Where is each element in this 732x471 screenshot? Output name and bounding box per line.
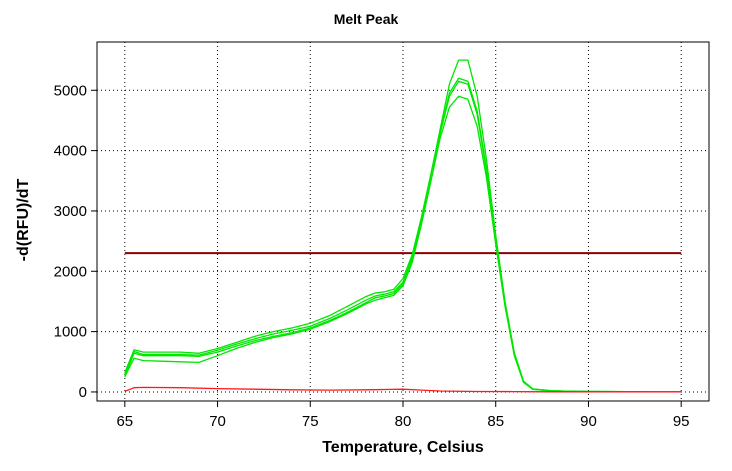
y-tick-label: 3000 [54,203,87,220]
y-tick-label: 1000 [54,324,87,341]
y-tick-label: 5000 [54,82,87,99]
melt-curve-4 [124,95,682,393]
negative-control-curve [124,386,682,393]
y-tick-label: 2000 [54,263,87,280]
y-tick-label: 4000 [54,143,87,160]
x-tick-label: 70 [209,413,226,430]
melt-curve-3 [124,80,682,393]
x-tick-label: 65 [116,413,133,430]
plot-frame [96,41,710,402]
y-axis-label: -d(RFU)/dT [15,178,32,261]
y-tick-label: 0 [79,384,87,401]
x-axis-label: Temperature, Celsius [322,439,484,456]
x-tick-label: 85 [487,413,504,430]
chart-title: Melt Peak [334,11,399,27]
ticks: 65 70 75 80 85 90 95 0 1000 2000 3000 4000 5000 [54,82,690,430]
x-tick-label: 75 [302,413,319,430]
x-tick-label: 95 [673,413,690,430]
x-tick-label: 80 [395,413,412,430]
melt-curve-2 [124,77,682,393]
series-layer [124,59,682,393]
grid [97,42,709,401]
x-tick-label: 90 [580,413,597,430]
